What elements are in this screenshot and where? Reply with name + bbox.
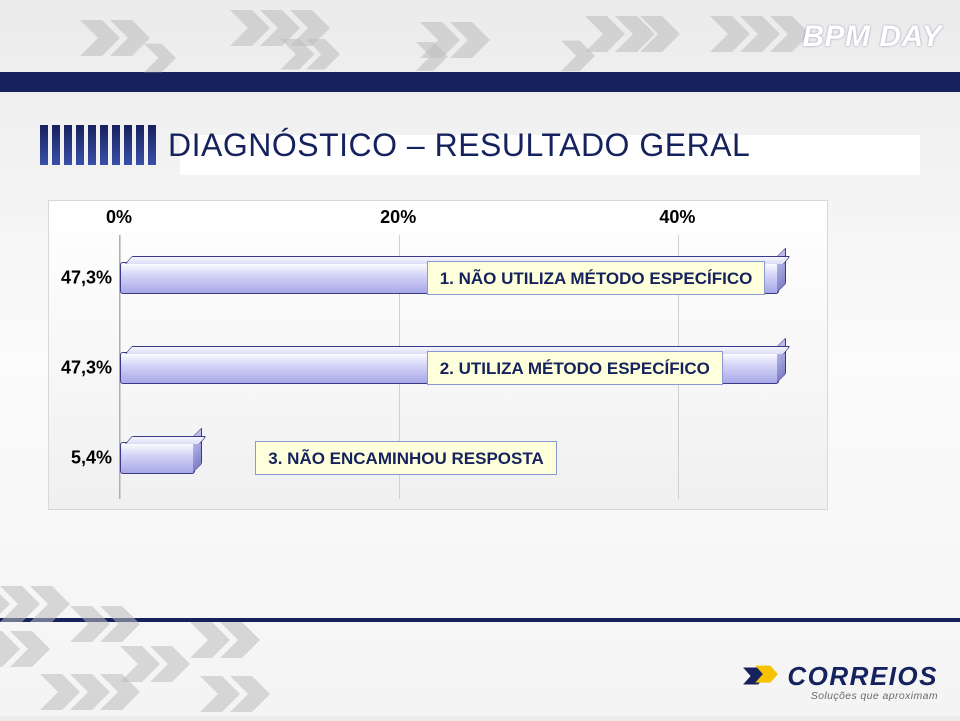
axis-tick-label: 0% xyxy=(106,207,132,228)
chart-bar xyxy=(120,442,195,474)
chart-row: 47,3%1. NÃO UTILIZA MÉTODO ESPECÍFICO xyxy=(120,243,817,313)
correios-logo-icon xyxy=(741,660,779,692)
bar-value-label: 5,4% xyxy=(57,448,112,469)
chart-axis-labels: 0%20%40% xyxy=(119,207,817,231)
footer-band xyxy=(0,618,960,622)
bar-category-label: 3. NÃO ENCAMINHOU RESPOSTA xyxy=(255,441,557,475)
footer-logo: CORREIOS Soluções que aproximam xyxy=(741,660,938,702)
footer-chevron-pattern xyxy=(0,576,340,716)
header-band xyxy=(0,72,960,92)
chart-row: 47,3%2. UTILIZA MÉTODO ESPECÍFICO xyxy=(120,333,817,403)
chart-panel: 0%20%40% 47,3%1. NÃO UTILIZA MÉTODO ESPE… xyxy=(48,200,828,510)
title-decor-bars xyxy=(40,125,156,165)
bar-value-label: 47,3% xyxy=(57,268,112,289)
event-name: BPM DAY xyxy=(802,20,942,54)
title-row: DIAGNÓSTICO – RESULTADO GERAL xyxy=(40,115,920,175)
chart-plot-area: 47,3%1. NÃO UTILIZA MÉTODO ESPECÍFICO 47,… xyxy=(119,235,817,499)
bar-category-label: 1. NÃO UTILIZA MÉTODO ESPECÍFICO xyxy=(427,261,766,295)
bar-category-label: 2. UTILIZA MÉTODO ESPECÍFICO xyxy=(427,351,723,385)
axis-tick-label: 40% xyxy=(659,207,695,228)
slide-title: DIAGNÓSTICO – RESULTADO GERAL xyxy=(168,127,750,164)
chart-row: 5,4%3. NÃO ENCAMINHOU RESPOSTA xyxy=(120,423,817,493)
bar-value-label: 47,3% xyxy=(57,358,112,379)
logo-wordmark: CORREIOS xyxy=(787,661,938,692)
axis-tick-label: 20% xyxy=(380,207,416,228)
